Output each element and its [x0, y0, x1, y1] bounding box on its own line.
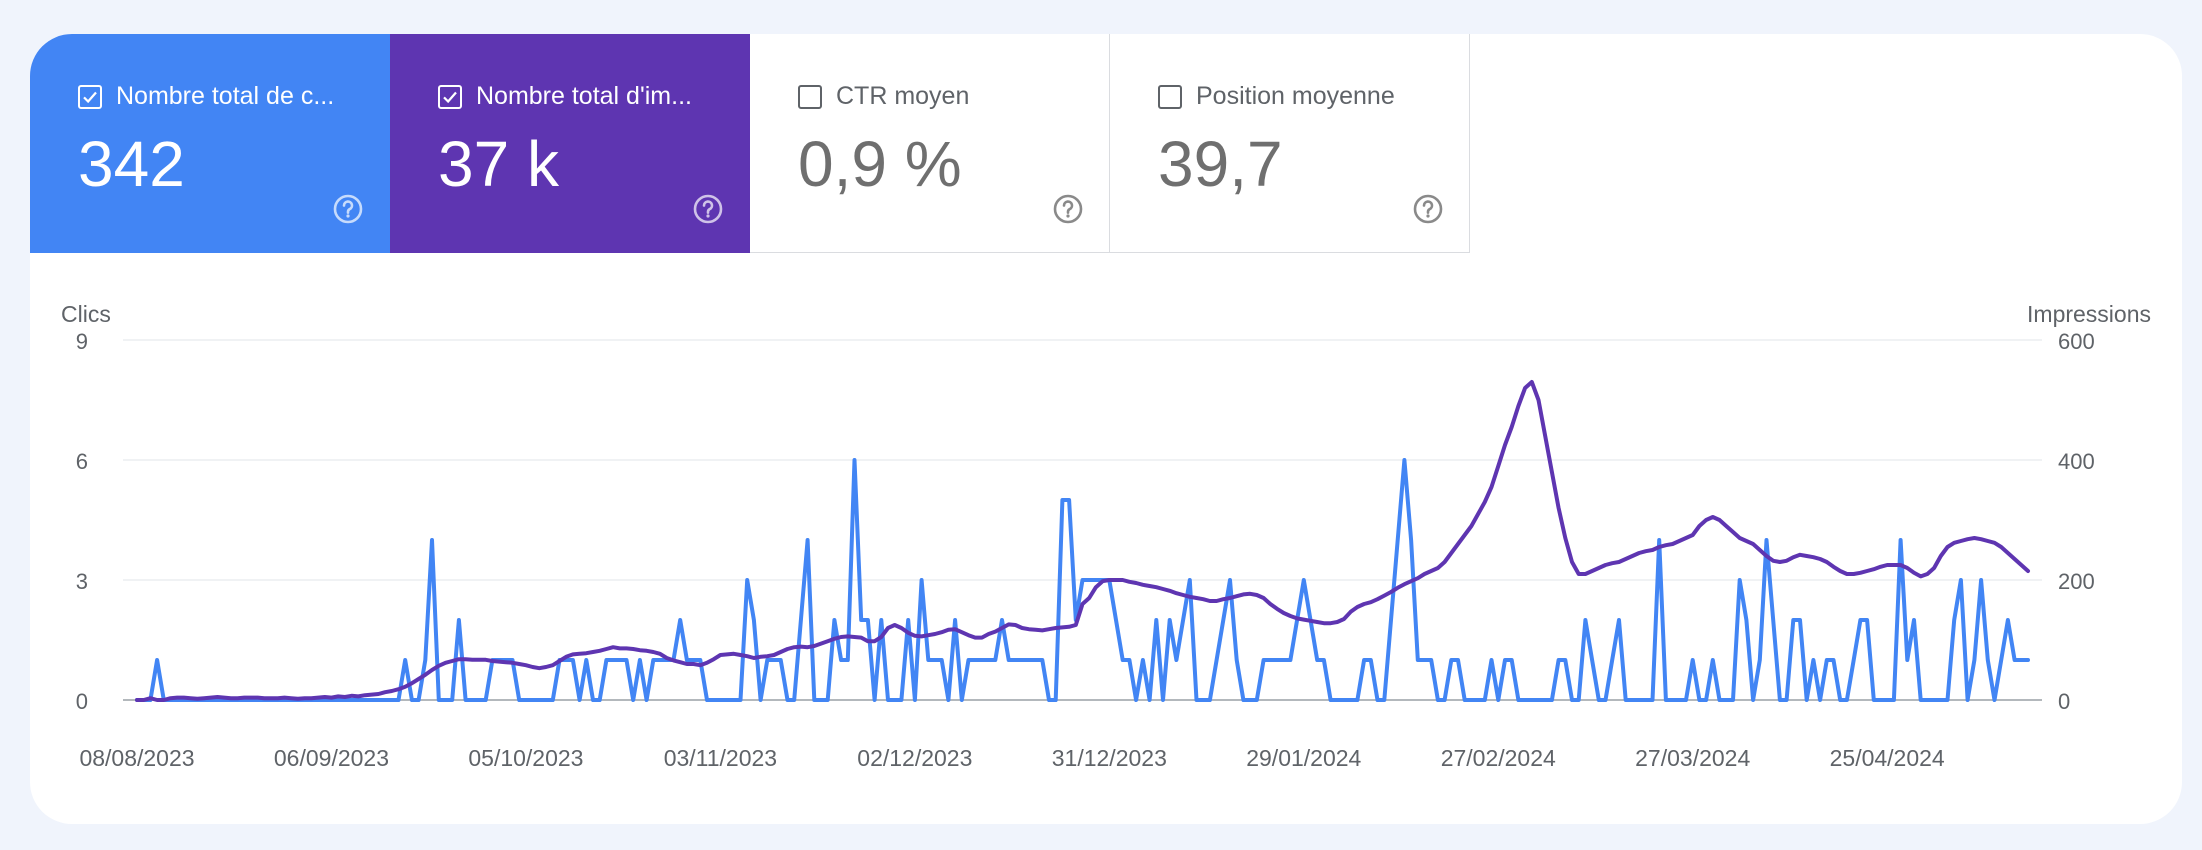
- metric-tab-impressions[interactable]: Nombre total d'im... 37 k: [390, 34, 750, 253]
- series-lines: [135, 380, 2030, 702]
- clicks-series-line: [135, 458, 2030, 702]
- checkbox-checked-icon[interactable]: [78, 84, 102, 109]
- impressions-series-line: [135, 380, 2030, 702]
- metric-value: 342: [78, 128, 185, 200]
- metric-label: Position moyenne: [1196, 82, 1395, 110]
- x-tick-label: 25/04/2024: [1830, 745, 1945, 771]
- metric-header: Nombre total d'im...: [438, 82, 692, 111]
- x-tick-label: 27/03/2024: [1635, 745, 1750, 771]
- checkbox-unchecked-icon[interactable]: [1158, 84, 1182, 109]
- right-axis-title: Impressions: [2027, 301, 2151, 327]
- metric-tab-ctr[interactable]: CTR moyen 0,9 %: [750, 34, 1110, 253]
- right-tick-label: 400: [2058, 449, 2095, 474]
- metric-label: Nombre total d'im...: [476, 82, 692, 110]
- left-tick-label: 9: [76, 329, 88, 354]
- x-tick-label: 06/09/2023: [274, 745, 389, 771]
- x-tick-label: 31/12/2023: [1052, 745, 1167, 771]
- help-icon[interactable]: [332, 193, 364, 225]
- left-tick-label: 3: [76, 569, 88, 594]
- metric-value: 37 k: [438, 128, 559, 200]
- metric-label: Nombre total de c...: [116, 82, 335, 110]
- right-tick-label: 600: [2058, 329, 2095, 354]
- metric-tab-clicks[interactable]: Nombre total de c... 342: [30, 34, 390, 253]
- metric-value: 0,9 %: [798, 128, 962, 200]
- x-tick-label: 08/08/2023: [79, 745, 194, 771]
- x-tick-label: 27/02/2024: [1441, 745, 1556, 771]
- metric-tabs: Nombre total de c... 342 Nombre total d'…: [30, 34, 1470, 253]
- x-tick-label: 05/10/2023: [468, 745, 583, 771]
- metric-header: Nombre total de c...: [78, 82, 334, 111]
- right-tick-label: 200: [2058, 569, 2095, 594]
- help-icon[interactable]: [1052, 193, 1084, 225]
- help-icon[interactable]: [692, 193, 724, 225]
- metric-header: CTR moyen: [798, 82, 969, 111]
- gridlines: [123, 339, 2042, 701]
- x-tick-label: 03/11/2023: [664, 745, 777, 771]
- left-tick-label: 0: [76, 689, 88, 714]
- metric-value: 39,7: [1158, 128, 1283, 200]
- x-tick-label: 02/12/2023: [857, 745, 972, 771]
- metric-tab-position[interactable]: Position moyenne 39,7: [1110, 34, 1470, 253]
- left-axis-title: Clics: [61, 301, 111, 327]
- axis-labels: 0 0 3 200 6 400 9 600 Clics Impressions 08/08/2023…: [61, 301, 2151, 771]
- metric-label: CTR moyen: [836, 82, 970, 110]
- checkbox-checked-icon[interactable]: [438, 84, 462, 109]
- metric-header: Position moyenne: [1158, 82, 1395, 111]
- left-tick-label: 6: [76, 449, 88, 474]
- performance-card: Nombre total de c... 342 Nombre total d'…: [30, 34, 2182, 824]
- help-icon[interactable]: [1412, 193, 1444, 225]
- x-tick-label: 29/01/2024: [1246, 745, 1361, 771]
- performance-chart: 0 0 3 200 6 400 9 600 Clics Impressions 08/08/2023…: [61, 301, 2151, 771]
- right-tick-label: 0: [2058, 689, 2070, 714]
- checkbox-unchecked-icon[interactable]: [798, 84, 822, 109]
